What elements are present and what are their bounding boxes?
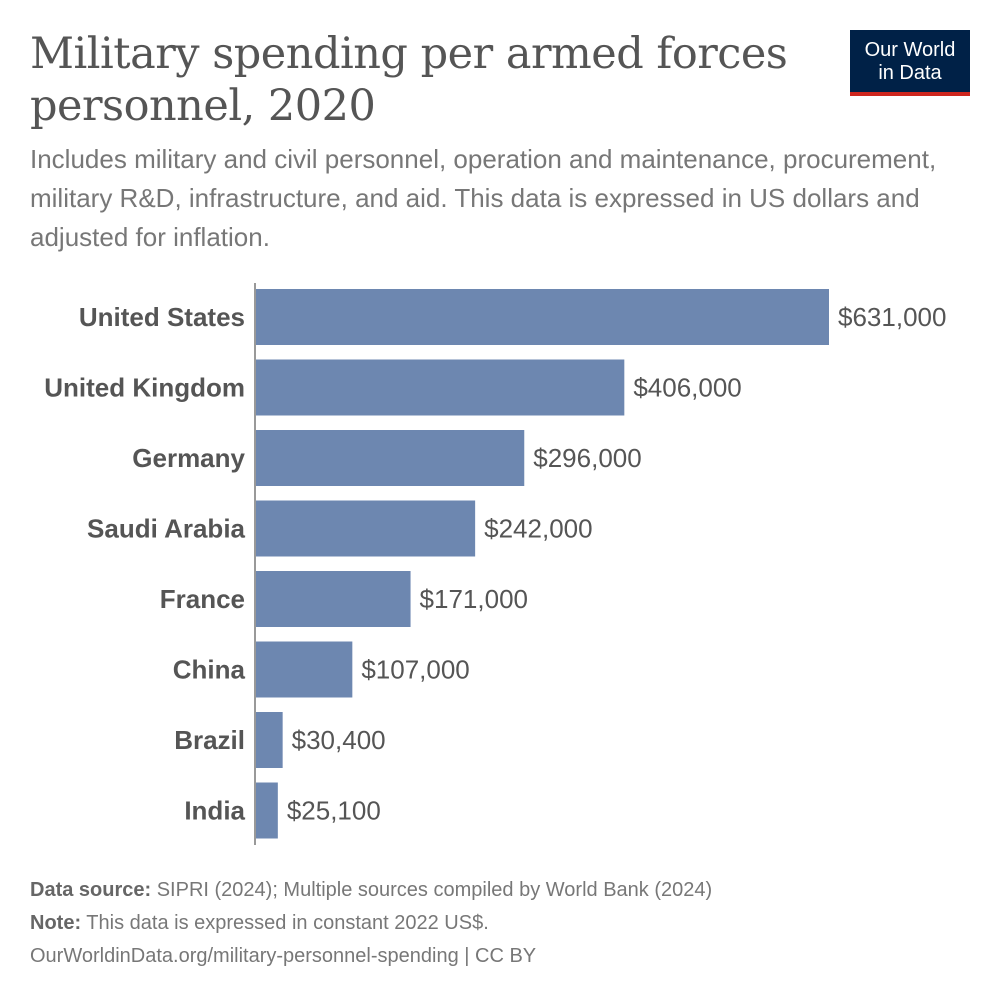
- chart-title: Military spending per armed forces perso…: [30, 29, 788, 131]
- chart-subtitle: Includes military and civil personnel, o…: [30, 144, 937, 252]
- category-label: United States: [79, 302, 245, 332]
- category-label: India: [184, 796, 245, 826]
- footer: Data source: SIPRI (2024); Multiple sour…: [30, 874, 712, 973]
- category-label: Germany: [132, 443, 245, 473]
- value-label: $631,000: [838, 302, 946, 332]
- bar-united-kingdom: [255, 359, 625, 416]
- data-source: Data source: SIPRI (2024); Multiple sour…: [30, 879, 713, 901]
- category-label: United Kingdom: [44, 373, 245, 403]
- owid-logo[interactable]: Our World in Data: [850, 30, 970, 96]
- value-label: $242,000: [484, 514, 592, 544]
- category-label: Brazil: [174, 725, 245, 755]
- value-label: $171,000: [420, 584, 528, 614]
- bar-france: [255, 571, 411, 627]
- bar-india: [255, 782, 278, 839]
- bar-germany: [255, 430, 525, 486]
- value-label: $30,400: [292, 725, 386, 755]
- bar-saudi-arabia: [255, 500, 476, 557]
- bar-brazil: [255, 712, 283, 768]
- category-label: France: [160, 584, 245, 614]
- value-label: $25,100: [287, 796, 381, 826]
- category-label: Saudi Arabia: [87, 514, 246, 544]
- bar-united-states: [255, 289, 829, 345]
- logo-line-2: in Data: [878, 62, 942, 84]
- value-label: $406,000: [633, 373, 741, 403]
- value-label: $296,000: [533, 443, 641, 473]
- bar-chart: United States $631,000 United Kingdom $406,…: [44, 283, 946, 845]
- category-label: China: [173, 655, 246, 685]
- logo-line-1: Our World: [864, 39, 956, 61]
- source-url[interactable]: OurWorldinData.org/military-personnel-sp…: [30, 945, 537, 967]
- bar-china: [255, 641, 353, 698]
- note: Note: This data is expressed in constant…: [30, 912, 489, 934]
- value-label: $107,000: [361, 655, 469, 685]
